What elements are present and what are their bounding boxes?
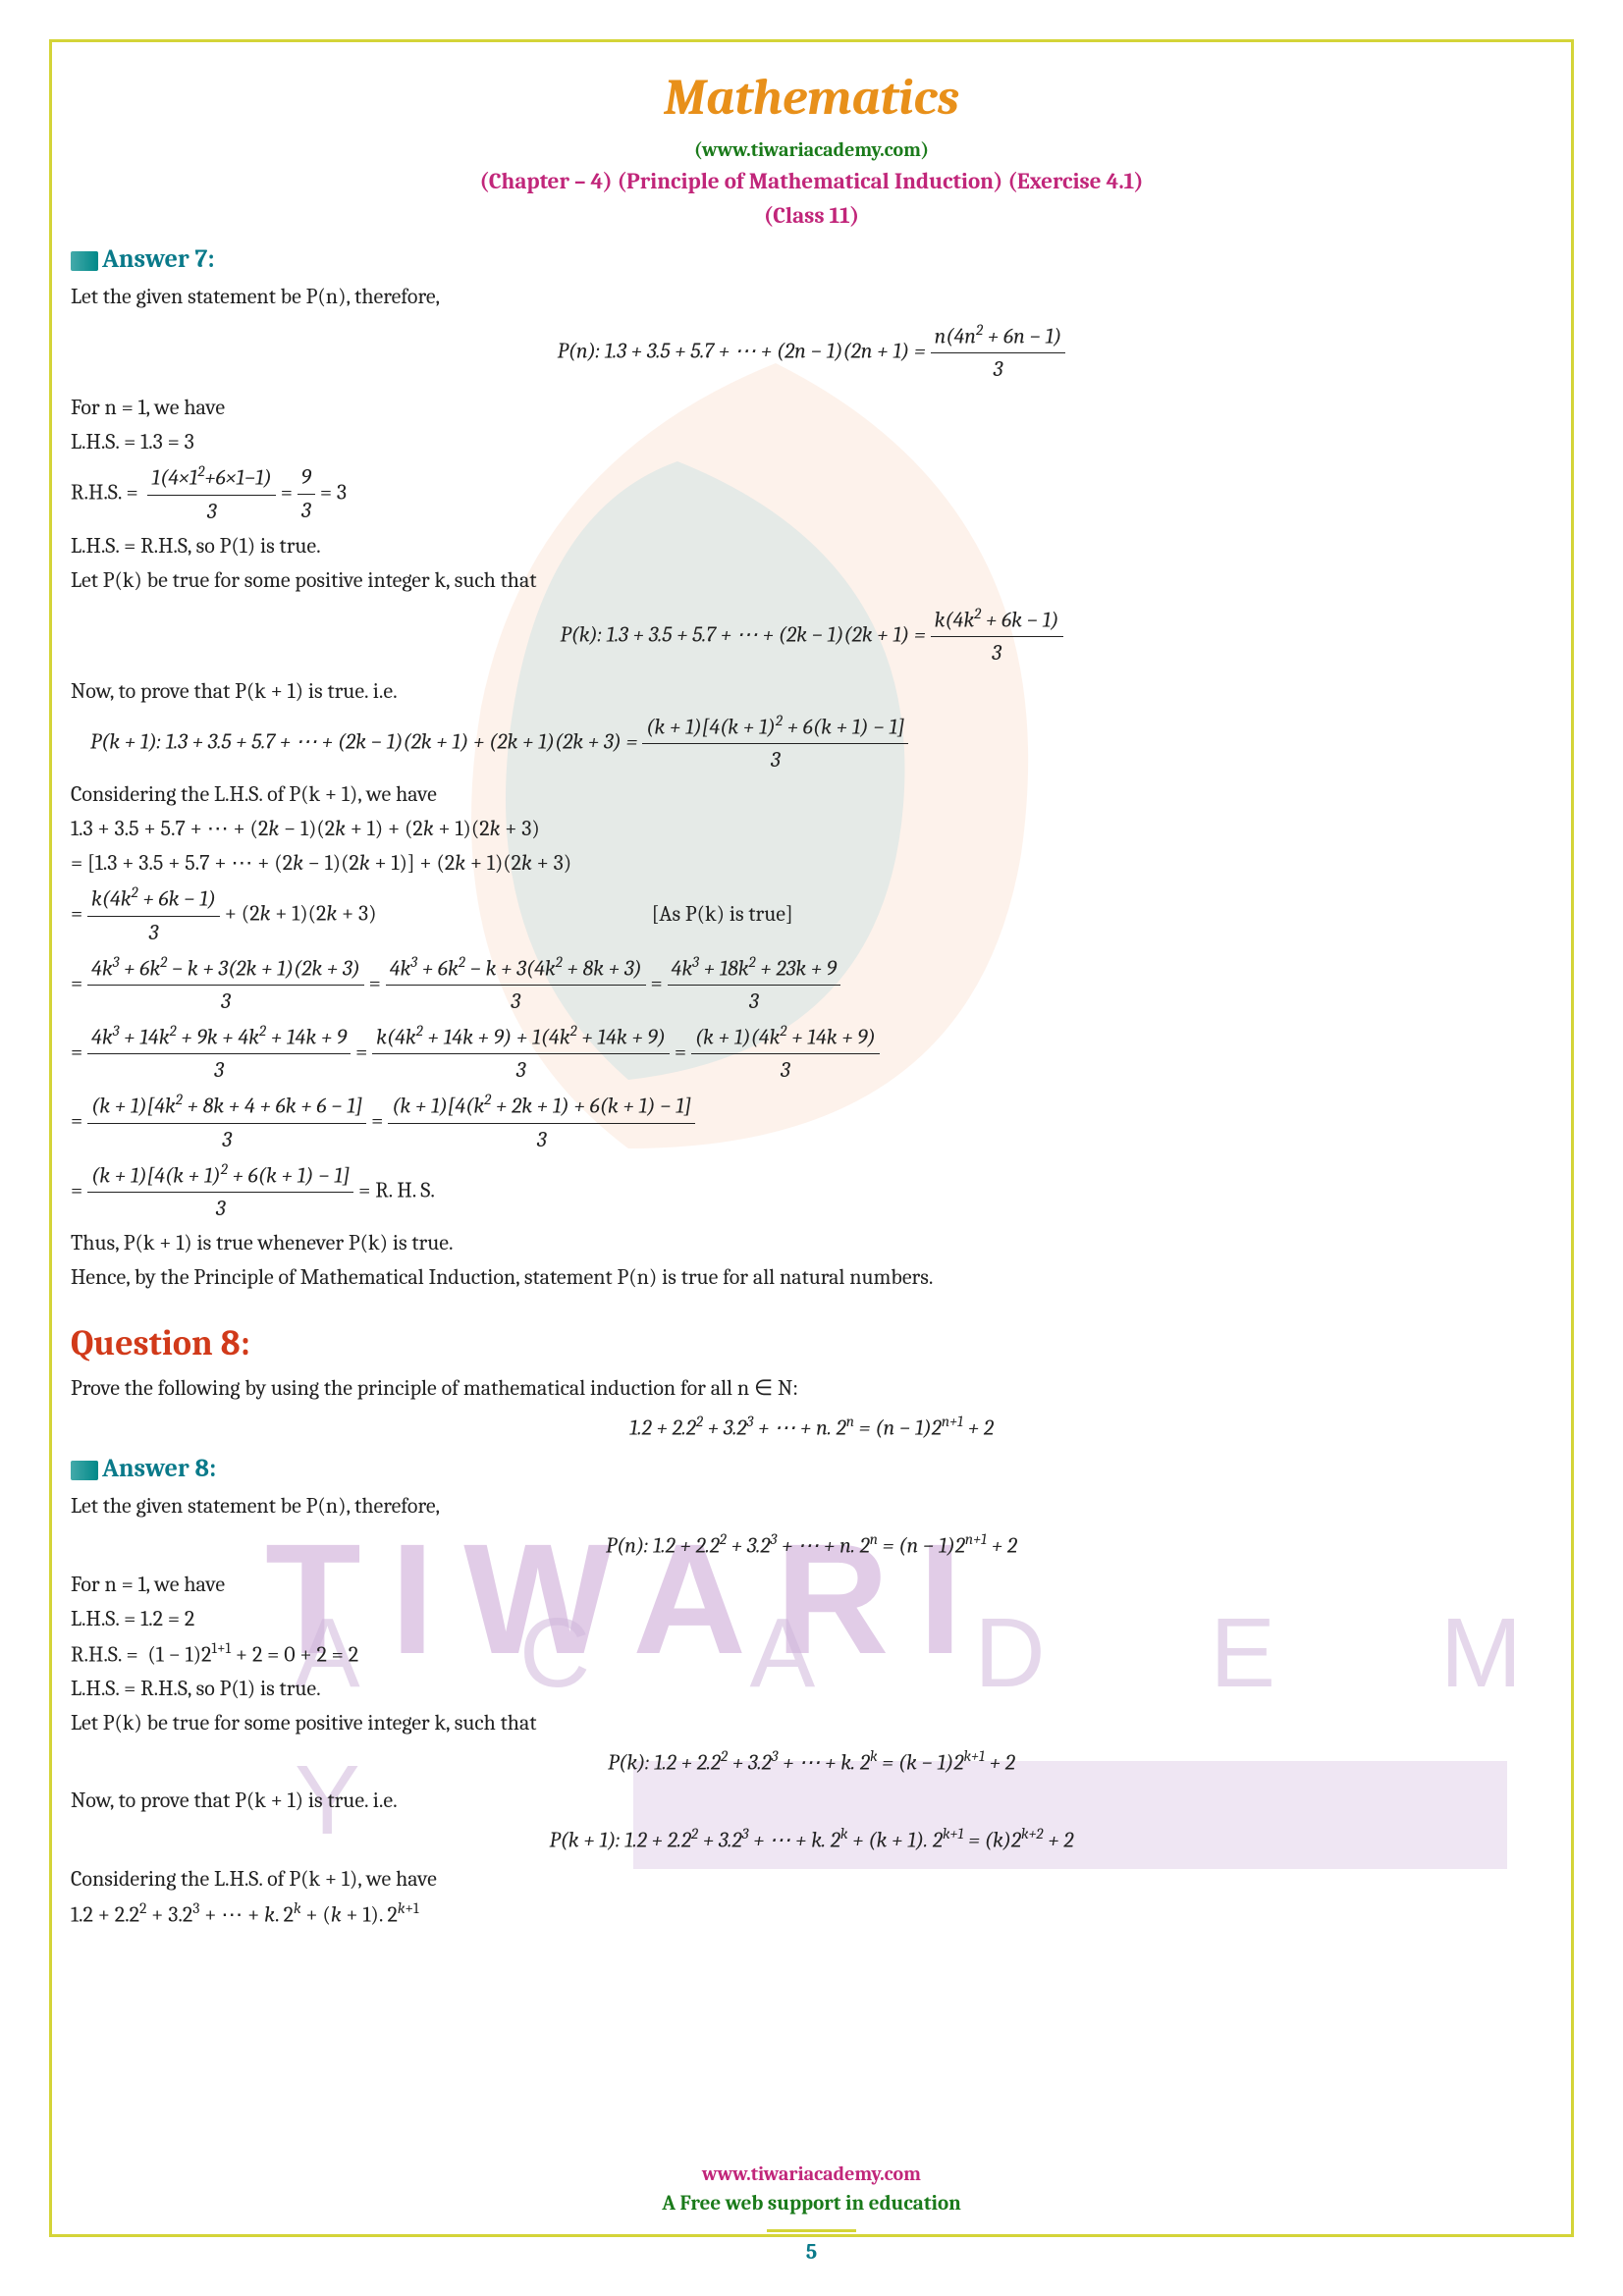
doc-url: (www.tiwariacademy.com) bbox=[71, 135, 1552, 165]
page-number-text: 5 bbox=[767, 2229, 856, 2272]
a8-line-3: R.H.S. = (1 − 1)21+1 + 2 = 0 + 2 = 2 bbox=[71, 1637, 1552, 1671]
a8-line-1: For n = 1, we have bbox=[71, 1569, 1552, 1601]
page: TIWARI A C A D E M Y Mathematics (www.ti… bbox=[0, 0, 1623, 2296]
a7-line-0: Let the given statement be P(n), therefo… bbox=[71, 281, 1552, 313]
a8-line-7: Considering the L.H.S. of P(k + 1), we h… bbox=[71, 1863, 1552, 1896]
a7-line-7: Considering the L.H.S. of P(k + 1), we h… bbox=[71, 778, 1552, 811]
a7-as-note: [As P(k) is true] bbox=[652, 901, 793, 927]
doc-chapter: (Chapter – 4) (Principle of Mathematical… bbox=[71, 165, 1552, 199]
a8-line-4: L.H.S. = R.H.S, so P(1) is true. bbox=[71, 1673, 1552, 1705]
a8-pk1-formula: P(k + 1): 1.2 + 2.22 + 3.23 + ⋯ + k. 2k … bbox=[71, 1823, 1552, 1856]
a7-line-5: Let P(k) be true for some positive integ… bbox=[71, 564, 1552, 597]
doc-title: Mathematics bbox=[71, 59, 1552, 135]
answer-8-heading: Answer 8: bbox=[71, 1450, 1552, 1488]
a7-work-5: = (k + 1)[4k2 + 8k + 4 + 6k + 6 − 1]3 = … bbox=[71, 1089, 1552, 1155]
a8-line-8: 1.2 + 2.22 + 3.23 + ⋯ + k. 2k + (k + 1).… bbox=[71, 1897, 1552, 1931]
question-8-heading: Question 8: bbox=[71, 1317, 1552, 1370]
a7-pn-formula: P(n): 1.3 + 3.5 + 5.7 + ⋯ + (2n − 1)(2n … bbox=[71, 319, 1552, 386]
footer-url: www.tiwariacademy.com bbox=[0, 2160, 1623, 2189]
footer-tagline: A Free web support in education bbox=[0, 2189, 1623, 2220]
a8-line-0: Let the given statement be P(n), therefo… bbox=[71, 1490, 1552, 1522]
a7-line-4: L.H.S. = R.H.S, so P(1) is true. bbox=[71, 530, 1552, 562]
a7-rhs: R.H.S. = 1(4×12+6×1−1)3 = 93 = 3 bbox=[71, 460, 1552, 527]
a7-line-2: L.H.S. = 1.3 = 3 bbox=[71, 426, 1552, 458]
a7-line-1: For n = 1, we have bbox=[71, 392, 1552, 424]
a7-work-6: = (k + 1)[4(k + 1)2 + 6(k + 1) − 1]3 = R… bbox=[71, 1158, 1552, 1225]
a7-work-3: = 4k3 + 6k2 − k + 3(2k + 1)(2k + 3)3 = 4… bbox=[71, 951, 1552, 1018]
a8-line-2: L.H.S. = 1.2 = 2 bbox=[71, 1603, 1552, 1635]
a8-pn-formula: P(n): 1.2 + 2.22 + 3.23 + ⋯ + n. 2n = (n… bbox=[71, 1528, 1552, 1562]
a7-work-2: = k(4k2 + 6k − 1)3 + (2k + 1)(2k + 3)[As… bbox=[71, 881, 1552, 948]
q8-prompt: Prove the following by using the princip… bbox=[71, 1372, 1552, 1405]
page-number: 5 bbox=[0, 2229, 1623, 2272]
doc-class: (Class 11) bbox=[71, 199, 1552, 234]
a7-work-0: 1.3 + 3.5 + 5.7 + ⋯ + (2k − 1)(2k + 1) +… bbox=[71, 813, 1552, 845]
a7-line-8: Thus, P(k + 1) is true whenever P(k) is … bbox=[71, 1227, 1552, 1259]
a7-line-9: Hence, by the Principle of Mathematical … bbox=[71, 1261, 1552, 1294]
header: Mathematics (www.tiwariacademy.com) (Cha… bbox=[71, 59, 1552, 233]
footer: www.tiwariacademy.com A Free web support… bbox=[0, 2160, 1623, 2220]
a7-work-4: = 4k3 + 14k2 + 9k + 4k2 + 14k + 93 = k(4… bbox=[71, 1020, 1552, 1087]
content: Mathematics (www.tiwariacademy.com) (Cha… bbox=[71, 59, 1552, 2208]
a7-line-6: Now, to prove that P(k + 1) is true. i.e… bbox=[71, 675, 1552, 708]
q8-prompt-text: Prove the following by using the princip… bbox=[71, 1375, 798, 1401]
q8-statement: 1.2 + 2.22 + 3.23 + ⋯ + n. 2n = (n − 1)2… bbox=[71, 1411, 1552, 1444]
answer-7-heading: Answer 7: bbox=[71, 240, 1552, 279]
a7-work-1: = [1.3 + 3.5 + 5.7 + ⋯ + (2k − 1)(2k + 1… bbox=[71, 847, 1552, 880]
a7-pk-formula: P(k): 1.3 + 3.5 + 5.7 + ⋯ + (2k − 1)(2k … bbox=[71, 603, 1552, 669]
a8-line-5: Let P(k) be true for some positive integ… bbox=[71, 1707, 1552, 1739]
a7-pk1-formula: P(k + 1): 1.3 + 3.5 + 5.7 + ⋯ + (2k − 1)… bbox=[71, 710, 1552, 776]
a8-pk-formula: P(k): 1.2 + 2.22 + 3.23 + ⋯ + k. 2k = (k… bbox=[71, 1745, 1552, 1779]
a8-line-6: Now, to prove that P(k + 1) is true. i.e… bbox=[71, 1785, 1552, 1817]
